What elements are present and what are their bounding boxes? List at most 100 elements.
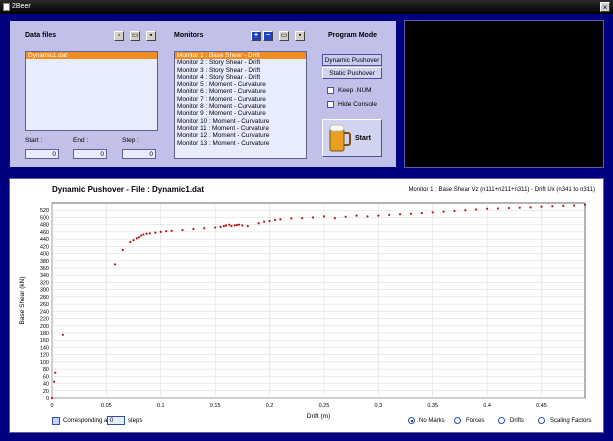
- data-point: [214, 226, 217, 229]
- step-field[interactable]: 0: [122, 149, 156, 159]
- data-point: [431, 211, 434, 214]
- title-bar: 2Beer ×: [0, 0, 613, 14]
- data-point: [377, 214, 380, 217]
- control-panel: Data files ▫ ▭ ▪ Dynamic1.dat Start : En…: [9, 20, 397, 168]
- start-label: Start :: [25, 137, 43, 144]
- data-point: [475, 208, 478, 211]
- chart-subtitle: Monitor 1 : Base Shear Vz (n111+n211+n31…: [408, 187, 595, 193]
- y-tick-label: 60: [43, 374, 49, 380]
- x-tick-label: 0.3: [374, 403, 382, 409]
- steps-label: steps: [128, 418, 143, 424]
- data-point: [170, 229, 173, 232]
- close-button[interactable]: ×: [600, 2, 610, 12]
- corresponding-label: Corresponding a: [63, 418, 108, 424]
- data-point: [398, 213, 402, 216]
- steps-spinner[interactable]: 0: [107, 416, 125, 425]
- data-point: [237, 223, 241, 226]
- data-point: [140, 234, 143, 237]
- x-tick-label: 0.1: [157, 403, 165, 409]
- start-button[interactable]: Start: [322, 119, 382, 157]
- save-monitor-icon[interactable]: ▪: [295, 31, 305, 41]
- data-point: [388, 213, 391, 217]
- window-title: 2Beer: [12, 3, 31, 10]
- data-point: [145, 232, 148, 235]
- data-point: [246, 225, 249, 228]
- data-point: [290, 217, 293, 220]
- plot-area: [51, 202, 586, 399]
- data-point: [228, 223, 231, 226]
- y-tick-label: 160: [40, 338, 49, 344]
- monitor-item[interactable]: Monitor 11 : Moment - Curvature: [177, 124, 269, 132]
- dynamic-pushover-button[interactable]: Dynamic Pushover: [322, 54, 382, 66]
- monitors-label: Monitors: [174, 32, 204, 39]
- x-tick-label: 0.05: [101, 403, 112, 409]
- monitor-item[interactable]: Monitor 10 : Moment - Curvature: [177, 117, 270, 125]
- data-point: [235, 223, 239, 227]
- y-tick-label: 280: [40, 295, 49, 301]
- forces-radio[interactable]: [454, 417, 461, 424]
- data-point: [154, 231, 157, 234]
- no-marks-radio[interactable]: [408, 417, 415, 424]
- data-point: [518, 206, 521, 209]
- scaling-factors-radio[interactable]: [538, 417, 545, 424]
- data-point: [129, 240, 132, 244]
- monitor-item[interactable]: Monitor 7 : Moment - Curvature: [177, 95, 266, 103]
- x-tick-label: 0.25: [319, 403, 330, 409]
- y-tick-label: 380: [40, 259, 49, 265]
- keep-num-label: Keep .NUM: [338, 87, 372, 94]
- data-point: [583, 203, 587, 206]
- monitor-item[interactable]: Monitor 4 : Story Shear - Drift: [177, 73, 261, 81]
- start-field[interactable]: 0: [25, 149, 59, 159]
- console-preview: [404, 20, 604, 168]
- drifts-radio[interactable]: [498, 417, 505, 424]
- end-field[interactable]: 0: [73, 149, 107, 159]
- monitor-item[interactable]: Monitor 9 : Moment - Curvature: [177, 110, 266, 118]
- data-point: [540, 205, 543, 208]
- monitor-item[interactable]: Monitor 13 : Moment - Curvature: [177, 139, 270, 147]
- y-tick-label: 480: [40, 223, 49, 229]
- remove-monitor-button[interactable]: −: [263, 31, 273, 41]
- corresponding-checkbox[interactable]: [52, 417, 60, 425]
- data-point: [257, 222, 260, 225]
- new-file-icon[interactable]: ▫: [114, 31, 124, 41]
- monitor-item[interactable]: Monitor 3 : Story Shear - Drift: [177, 66, 261, 74]
- x-tick-label: 0: [50, 403, 53, 409]
- y-axis-label: Base Shear (kN): [19, 276, 26, 324]
- monitor-item[interactable]: Monitor 6 : Moment - Curvature: [177, 88, 266, 96]
- data-files-list[interactable]: Dynamic1.dat: [25, 51, 158, 131]
- monitor-item[interactable]: Monitor 5 : Moment - Curvature: [177, 81, 266, 89]
- open-monitor-icon[interactable]: ▭: [279, 31, 289, 41]
- data-point: [573, 204, 576, 207]
- monitor-item[interactable]: Monitor 8 : Moment - Curvature: [177, 103, 266, 111]
- y-tick-label: 220: [40, 317, 49, 323]
- chart-title: Dynamic Pushover - File : Dynamic1.dat: [52, 185, 205, 194]
- data-point: [507, 206, 510, 210]
- add-monitor-button[interactable]: +: [251, 31, 261, 41]
- data-point: [132, 239, 135, 242]
- hide-console-checkbox[interactable]: [327, 101, 334, 108]
- hide-console-label: Hide Console: [338, 101, 378, 108]
- keep-num-checkbox[interactable]: [327, 87, 334, 94]
- browse-icon[interactable]: ▪: [146, 31, 156, 41]
- monitor-item[interactable]: Monitor 12 : Moment - Curvature: [177, 132, 270, 140]
- forces-label: Forces: [466, 418, 485, 424]
- data-point: [222, 225, 225, 228]
- monitor-item[interactable]: Monitor 1 : Base Shear - Drift: [175, 52, 306, 60]
- y-tick-label: 400: [40, 252, 49, 258]
- data-point: [181, 228, 184, 232]
- monitors-list[interactable]: Monitor 1 : Base Shear - Drift Monitor 2 …: [174, 51, 307, 159]
- data-point: [442, 210, 445, 213]
- static-pushover-button[interactable]: Static Pushover: [322, 67, 382, 79]
- beer-mug-icon: [329, 124, 351, 152]
- open-folder-icon[interactable]: ▭: [130, 31, 140, 41]
- data-point: [420, 212, 423, 215]
- chart-panel: Dynamic Pushover - File : Dynamic1.dat M…: [9, 178, 604, 433]
- data-files-label: Data files: [25, 32, 57, 39]
- data-point: [165, 230, 168, 233]
- data-point: [562, 204, 565, 207]
- y-tick-label: 200: [40, 324, 49, 330]
- data-point: [241, 224, 244, 227]
- list-item[interactable]: Dynamic1.dat: [26, 52, 157, 60]
- y-tick-label: 40: [43, 382, 49, 388]
- monitor-item[interactable]: Monitor 2 : Story Shear - Drift: [177, 59, 261, 67]
